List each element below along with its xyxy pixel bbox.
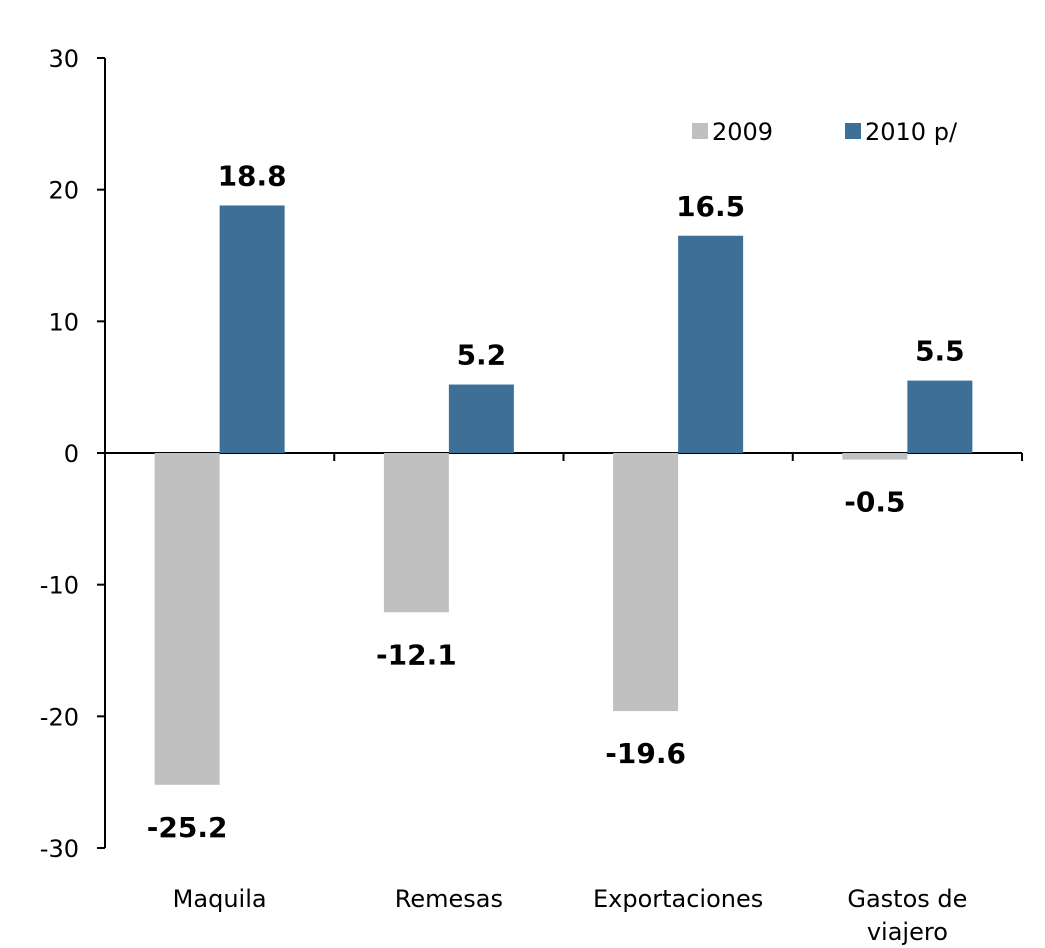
y-tick-label: 10 xyxy=(48,308,79,336)
data-label: 5.5 xyxy=(915,335,965,368)
y-tick-label: -30 xyxy=(40,835,79,863)
y-tick-label: 20 xyxy=(48,177,79,205)
data-label: -12.1 xyxy=(376,638,457,671)
category-label: Gastos de viajero xyxy=(847,885,967,946)
legend-swatch xyxy=(845,123,861,139)
category-labels: Maquila Remesas Exportaciones Gastos de viaj… xyxy=(173,885,968,946)
data-label: 16.5 xyxy=(676,190,745,223)
data-label: -25.2 xyxy=(147,811,228,844)
bar-2009 xyxy=(613,453,679,712)
category-label: Remesas xyxy=(395,885,503,913)
data-label: -0.5 xyxy=(844,486,905,519)
bar-2010-p- xyxy=(907,380,973,453)
data-label: 5.2 xyxy=(457,339,507,372)
bar-2009 xyxy=(842,453,908,460)
legend-label: 2010 p/ xyxy=(865,118,958,146)
bar-2009 xyxy=(154,453,220,785)
legend-label: 2009 xyxy=(712,118,773,146)
bars xyxy=(154,205,973,785)
data-labels: -25.2 18.8 -12.1 5.2 -19.6 16.5 -0.5 5.5 xyxy=(147,159,965,843)
bar-2010-p- xyxy=(448,384,514,453)
y-tick-label: -10 xyxy=(40,572,79,600)
bar-2010-p- xyxy=(219,205,285,453)
data-label: -19.6 xyxy=(605,737,686,770)
bar-2010-p- xyxy=(678,235,744,453)
legend: 2009 2010 p/ xyxy=(692,118,958,146)
bar-2009 xyxy=(383,453,449,613)
y-tick-label: -20 xyxy=(40,703,79,731)
data-label: 18.8 xyxy=(218,159,287,192)
y-tick-label: 0 xyxy=(64,440,79,468)
category-label: Exportaciones xyxy=(593,885,763,913)
y-tick-label: 30 xyxy=(48,45,79,73)
legend-swatch xyxy=(692,123,708,139)
y-axis: 30 20 10 0 -10 -20 -30 xyxy=(40,45,106,863)
category-label: Maquila xyxy=(173,885,267,913)
